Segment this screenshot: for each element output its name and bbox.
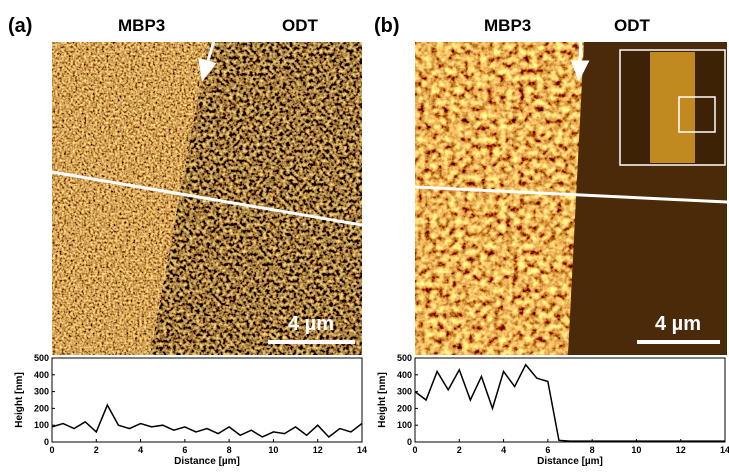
x-tick-label: 0 xyxy=(412,445,417,455)
y-tick-label: 100 xyxy=(34,420,49,430)
y-tick-label: 400 xyxy=(34,370,49,380)
x-tick-label: 12 xyxy=(313,445,323,455)
y-tick-label: 400 xyxy=(397,370,412,380)
y-tick-label: 200 xyxy=(397,403,412,413)
afm-image-b xyxy=(414,42,728,355)
x-axis-label: Distance [µm] xyxy=(174,456,240,467)
x-tick-label: 12 xyxy=(676,445,686,455)
x-tick-label: 0 xyxy=(49,445,54,455)
region-label: MBP3 xyxy=(484,16,531,35)
x-tick-label: 10 xyxy=(268,445,278,455)
y-tick-label: 300 xyxy=(34,387,49,397)
y-axis-label: Height [nm] xyxy=(377,372,388,428)
panel-label: (a) xyxy=(8,15,32,37)
x-tick-label: 8 xyxy=(227,445,232,455)
y-tick-label: 500 xyxy=(397,353,412,363)
region-label: ODT xyxy=(614,16,651,35)
region-label: MBP3 xyxy=(118,16,165,35)
y-tick-label: 0 xyxy=(407,437,412,447)
profile-line xyxy=(51,403,363,438)
scale-bar-label: 4 µm xyxy=(655,313,701,335)
x-tick-label: 2 xyxy=(94,445,99,455)
x-tick-label: 8 xyxy=(590,445,595,455)
x-tick-label: 14 xyxy=(357,445,367,455)
x-tick-label: 4 xyxy=(138,445,143,455)
x-tick-label: 6 xyxy=(182,445,187,455)
profile-line xyxy=(414,363,725,442)
x-tick-label: 4 xyxy=(501,445,506,455)
x-tick-label: 14 xyxy=(720,445,729,455)
y-axis-label: Height [nm] xyxy=(14,372,25,428)
y-tick-label: 500 xyxy=(34,353,49,363)
x-tick-label: 6 xyxy=(545,445,550,455)
plot-frame xyxy=(51,357,363,443)
y-tick-label: 100 xyxy=(397,420,412,430)
panel-label: (b) xyxy=(374,15,400,37)
scale-bar-label: 4 µm xyxy=(288,313,334,335)
y-tick-label: 200 xyxy=(34,403,49,413)
afm-image-a xyxy=(51,42,363,355)
y-tick-label: 300 xyxy=(397,387,412,397)
region-label: ODT xyxy=(282,16,319,35)
x-tick-label: 2 xyxy=(457,445,462,455)
arrows xyxy=(198,11,590,82)
x-axis-label: Distance [µm] xyxy=(537,456,603,467)
x-tick-label: 10 xyxy=(631,445,641,455)
y-tick-label: 0 xyxy=(44,437,49,447)
plot-frame xyxy=(414,357,726,443)
